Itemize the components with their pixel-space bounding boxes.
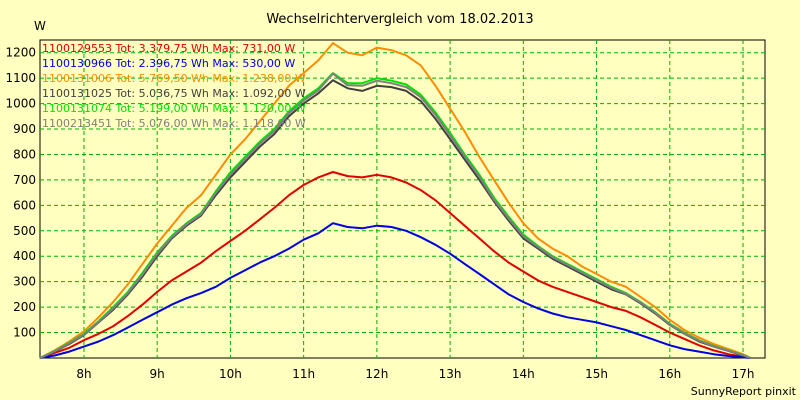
x-tick-label: 8h [76,367,91,381]
legend-entry-1100131025: 1100131025 Tot: 5.036,75 Wh Max: 1.092,0… [42,87,306,100]
x-tick-label: 11h [292,367,315,381]
x-tick-label: 10h [219,367,242,381]
series-lines [39,42,751,359]
x-tick-label: 15h [585,367,608,381]
y-axis-unit-label: W [34,19,46,33]
x-tick-label: 17h [732,367,755,381]
x-tick-label: 14h [512,367,535,381]
x-tick-label: 9h [150,367,165,381]
x-axis-ticks: 8h 9h 10h 11h 12h 13h 14h 15h 16h 17h [76,367,754,381]
y-tick-label: 1000 [5,97,36,111]
series-line-1100129553 [39,171,751,359]
x-tick-label: 12h [365,367,388,381]
y-tick-label: 800 [13,147,36,161]
y-tick-label: 600 [13,198,36,212]
chart-title: Wechselrichtervergleich vom 18.02.2013 [266,12,533,27]
x-tick-label: 16h [658,367,681,381]
y-tick-label: 1100 [5,71,36,85]
y-axis-ticks: 100 200 300 400 500 600 700 800 900 1000 1100 1200 [5,46,36,340]
y-tick-label: 500 [13,224,36,238]
y-tick-label: 1200 [5,46,36,60]
series-line-1100130966 [39,222,751,359]
footer-credit: SunnyReport pinxit [691,385,797,398]
plot-area: 100200300400500600700800900100011001200 … [5,39,766,381]
series-line-1100213451 [39,72,751,359]
legend: 1100129553 Tot: 3.379,75 Wh Max: 731,00 … [42,42,306,130]
y-tick-label: 400 [13,249,36,263]
series-line-1100131006 [39,42,751,359]
y-tick-label: 100 [13,326,36,340]
legend-entry-1100131074: 1100131074 Tot: 5.199,00 Wh Max: 1.120,0… [42,102,306,115]
legend-entry-1100130966: 1100130966 Tot: 2.396,75 Wh Max: 530,00 … [42,57,295,70]
legend-entry-1100131006: 1100131006 Tot: 5.769,50 Wh Max: 1.238,0… [42,72,306,85]
y-tick-label: 300 [13,275,36,289]
y-tick-label: 700 [13,173,36,187]
y-tick-label: 200 [13,300,36,314]
legend-entry-1100129553: 1100129553 Tot: 3.379,75 Wh Max: 731,00 … [42,42,295,55]
legend-entry-1100213451: 1100213451 Tot: 5.076,00 Wh Max: 1.118,0… [42,117,306,130]
y-tick-label: 900 [13,122,36,136]
gridlines [40,40,765,358]
x-tick-label: 13h [439,367,462,381]
